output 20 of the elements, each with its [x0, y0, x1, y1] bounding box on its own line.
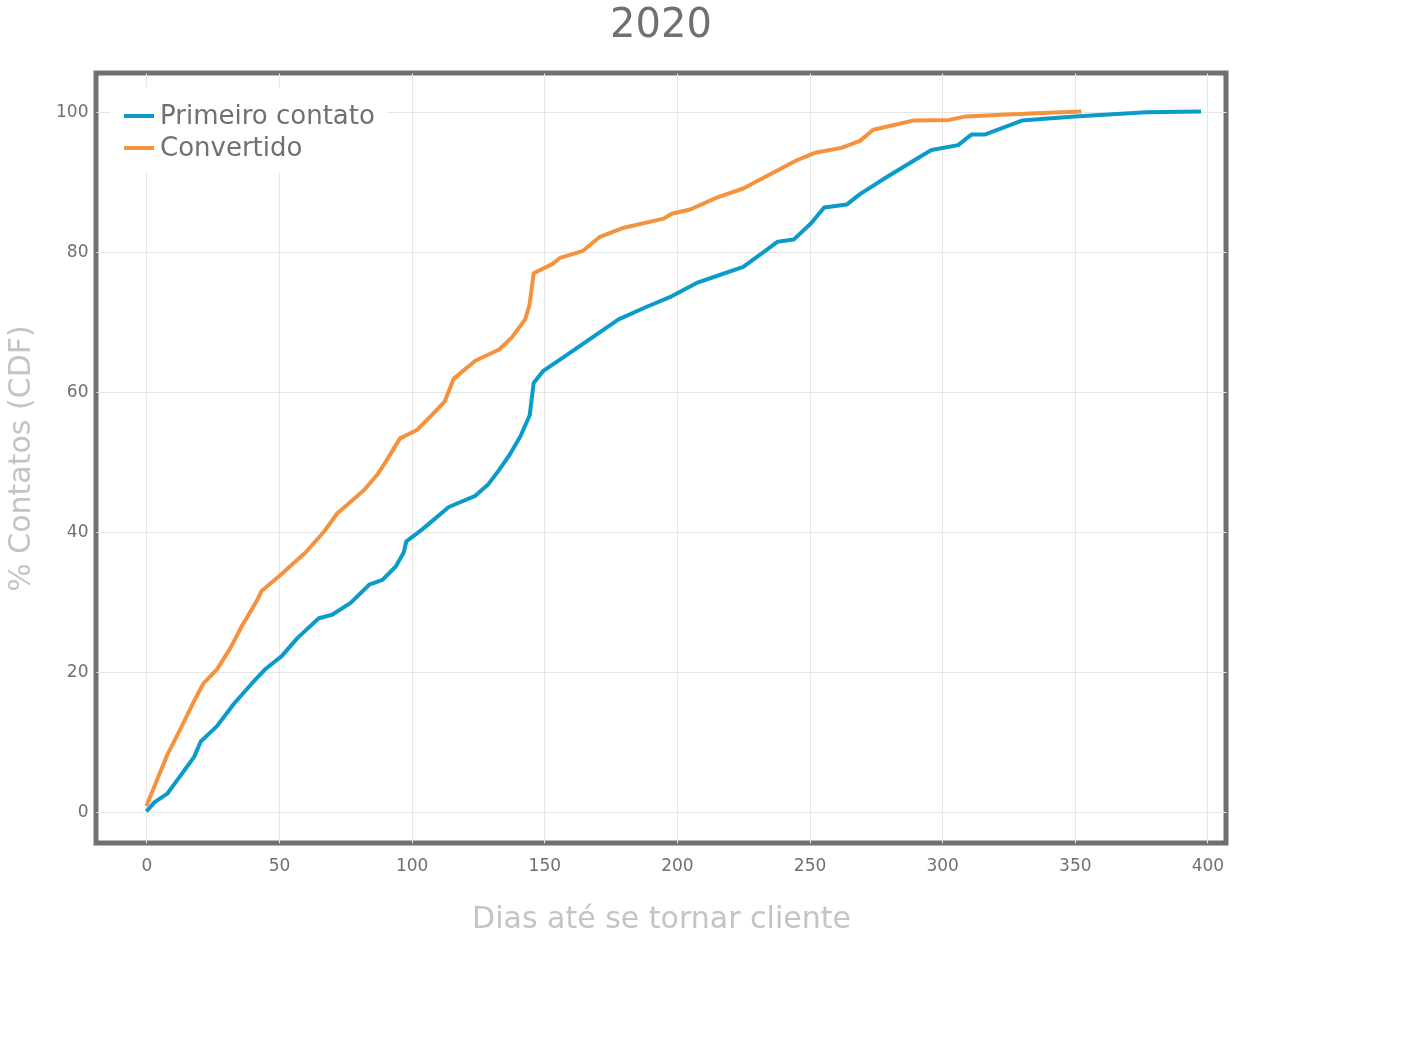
legend-label: Primeiro contato: [160, 100, 375, 130]
y-tick-label: 80: [66, 241, 89, 261]
x-tick-label: 350: [1059, 854, 1092, 875]
x-tick-label: 50: [268, 854, 291, 875]
x-tick-label: 200: [661, 854, 694, 875]
y-axis-title: % Contatos (CDF): [2, 325, 38, 592]
chart-title: 2020: [610, 0, 712, 46]
x-tick-label: 300: [926, 854, 959, 875]
x-tick-label: 100: [395, 854, 429, 875]
y-tick-label: 60: [66, 381, 89, 401]
x-tick-label: 250: [793, 854, 827, 875]
y-tick-label: 20: [66, 661, 89, 681]
legend-label: Convertido: [160, 132, 303, 162]
y-tick-label: 0: [77, 801, 89, 821]
x-tick-label: 0: [141, 854, 153, 875]
y-tick-label: 100: [56, 101, 89, 121]
y-tick-label: 40: [66, 521, 89, 541]
x-tick-label: 150: [528, 854, 562, 875]
x-tick-label: 400: [1191, 854, 1225, 875]
x-axis-title: Dias até se tornar cliente: [472, 899, 851, 935]
